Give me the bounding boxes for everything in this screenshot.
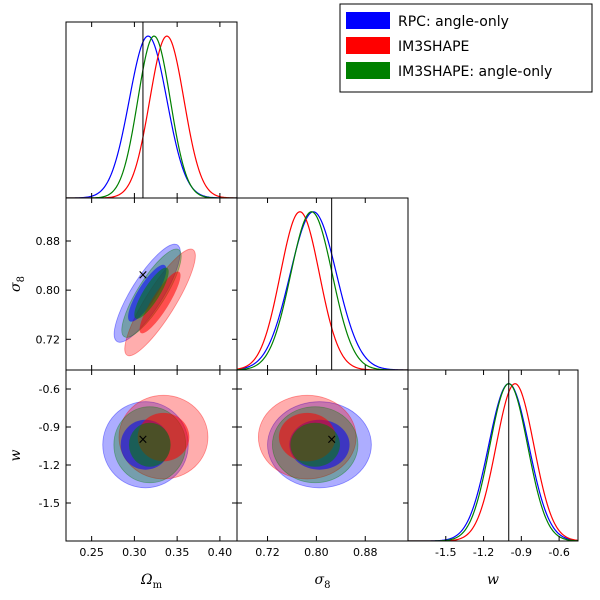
axis-labels: Ωm σ8 w σ8 w — [8, 276, 499, 591]
y-tick-label: -0.6 — [39, 383, 60, 396]
panel-frame — [407, 369, 579, 542]
x-tick-label: 0.25 — [79, 546, 104, 559]
x-tick-label: 0.35 — [165, 546, 190, 559]
contour-inner-1 — [139, 271, 181, 334]
legend-swatch — [346, 62, 390, 79]
y-tick-label: 0.80 — [36, 284, 61, 297]
panels: × 0.72 0.80 0.88 × 0.25 0.30 0.35 0.40 -1.5 -1.2 -0… — [8, 21, 579, 591]
x-tick-label: 0.72 — [255, 546, 280, 559]
panel-w-vs-omega_m: × 0.25 0.30 0.35 0.40 -1.5 -1.2 -0.9 -0.6 — [39, 369, 238, 559]
marginal-curve-0 — [237, 211, 408, 370]
marginal-curve-1 — [408, 383, 578, 541]
panel-sigma_8-vs-omega_m: × 0.72 0.80 0.88 — [36, 197, 238, 371]
x-tick-label: -0.9 — [511, 546, 532, 559]
y-tick-label: 0.88 — [36, 235, 61, 248]
panel-w-vs-w: -1.5 -1.2 -0.9 -0.6 — [407, 369, 579, 559]
panel-frame — [65, 21, 238, 199]
y-tick-label: -1.5 — [39, 497, 60, 510]
marginal-curve-2 — [237, 211, 408, 370]
x-axis-label-omega_m: Ωm — [140, 572, 163, 591]
truth-marker: × — [326, 433, 337, 448]
y-tick-label: -1.2 — [39, 459, 60, 472]
x-tick-label: -1.2 — [473, 546, 494, 559]
contour-inner-2 — [290, 422, 340, 467]
x-tick-label: 0.40 — [208, 546, 233, 559]
truth-marker: × — [137, 268, 148, 283]
x-tick-label: 0.30 — [122, 546, 147, 559]
legend-label: IM3SHAPE — [398, 39, 469, 55]
y-tick-label: 0.72 — [36, 333, 61, 346]
marginal-curve-0 — [66, 35, 237, 198]
x-tick-label: -0.6 — [548, 546, 569, 559]
contour-inner-2 — [134, 267, 169, 319]
x-tick-label: -1.5 — [435, 546, 456, 559]
marginal-curve-1 — [237, 211, 408, 370]
x-axis-label-sigma_8: σ8 — [315, 572, 331, 591]
legend: RPC: angle-only IM3SHAPE IM3SHAPE: angle-o… — [339, 3, 593, 93]
y-axis-label-sigma_8: σ8 — [8, 276, 27, 292]
legend-swatch — [346, 37, 390, 54]
legend-label: RPC: angle-only — [398, 14, 509, 30]
panel-omega_m-vs-omega_m — [65, 21, 238, 199]
marginal-curve-2 — [66, 35, 237, 198]
x-tick-label: 0.88 — [353, 546, 378, 559]
truth-marker: × — [137, 433, 148, 448]
x-tick-label: 0.80 — [304, 546, 329, 559]
y-tick-label: -0.9 — [39, 421, 60, 434]
contour-inner-2 — [128, 422, 171, 467]
legend-label: IM3SHAPE: angle-only — [398, 64, 552, 80]
y-axis-label-w: w — [8, 449, 24, 461]
legend-swatch — [346, 12, 390, 29]
x-axis-label-w: w — [487, 572, 499, 588]
panel-sigma_8-vs-sigma_8 — [236, 197, 409, 371]
marginal-curve-1 — [66, 35, 237, 198]
panel-w-vs-sigma_8: × 0.72 0.80 0.88 — [236, 369, 409, 559]
